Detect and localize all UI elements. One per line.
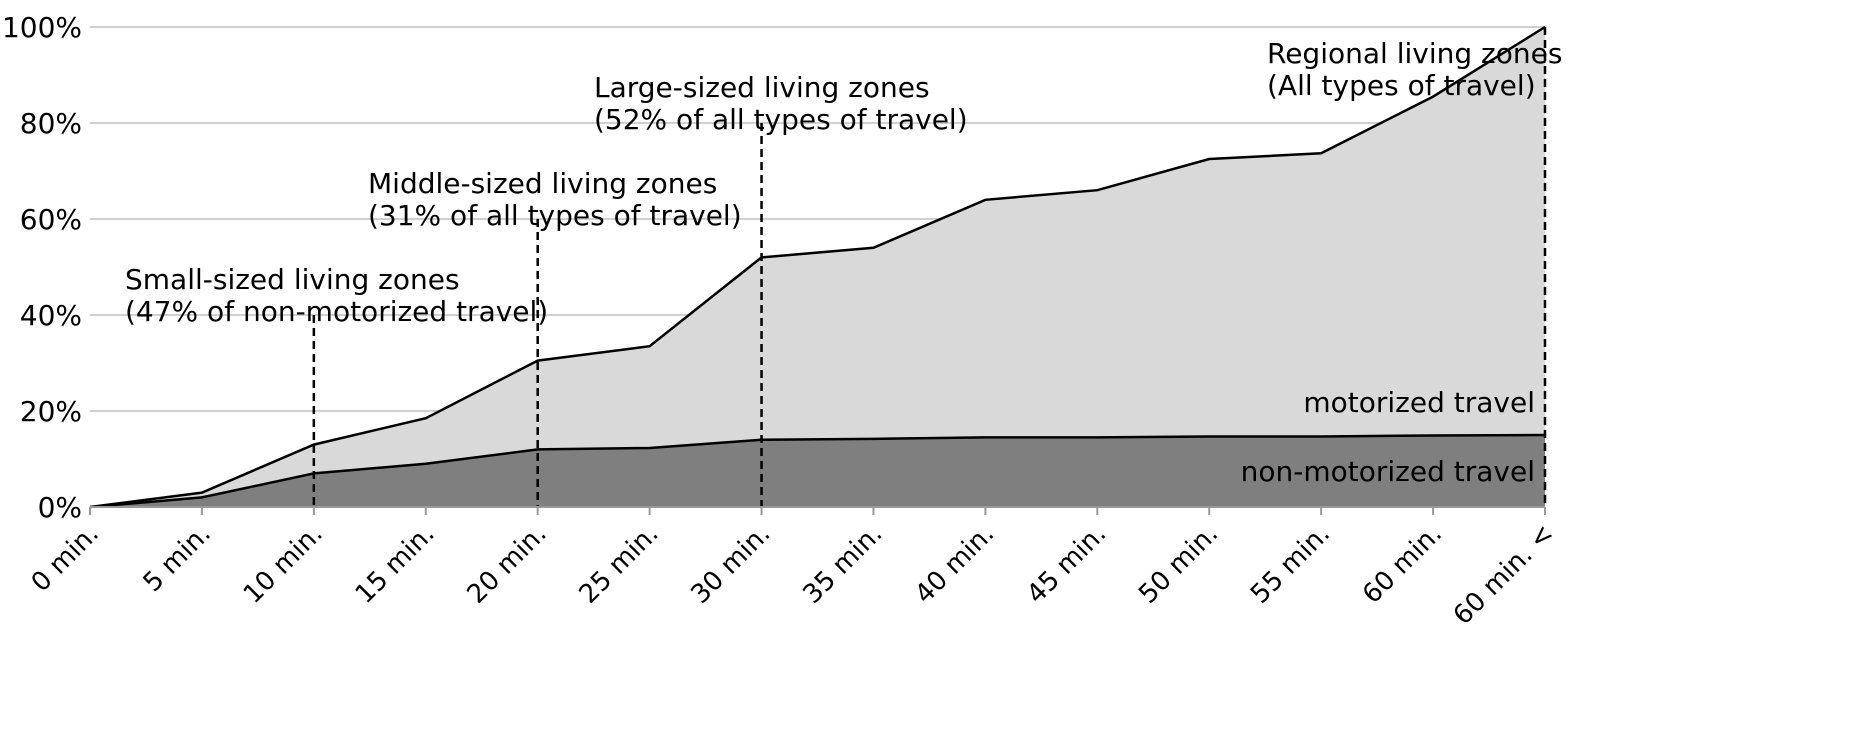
annotation-line: (47% of non-motorized travel) — [125, 295, 548, 328]
y-tick-label: 40% — [20, 299, 82, 332]
y-tick-label: 60% — [20, 203, 82, 236]
y-axis: 0% 20% 40% 60% 80% 100% — [2, 11, 82, 524]
annotation-line: (All types of travel) — [1267, 69, 1536, 102]
annotation-label: Small-sized living zones (47% of non-moto… — [125, 263, 548, 328]
non-motorized-line — [89, 433, 1546, 509]
x-tick-label: 55 min. — [1245, 519, 1336, 610]
annotation-line: Regional living zones — [1267, 37, 1562, 70]
x-tick-label: 15 min. — [350, 519, 441, 610]
y-tick-label: 0% — [38, 491, 82, 524]
x-tick-label: 60 min. — [1357, 519, 1448, 610]
x-axis: 0 min. 5 min. 10 min. 15 min. 20 min. 25 min.… — [26, 506, 1560, 631]
annotation-line: (31% of all types of travel) — [368, 199, 742, 232]
annotation-line: Large-sized living zones — [594, 71, 930, 104]
x-tick-label: 30 min. — [686, 519, 777, 610]
total-line — [89, 25, 1546, 509]
series-labels: motorized travel non-motorized travel — [1241, 386, 1535, 488]
x-tick-label: 10 min. — [238, 519, 329, 610]
x-tick-label: 20 min. — [462, 519, 553, 610]
non-motorized-label: non-motorized travel — [1241, 455, 1535, 488]
annotation-line: Middle-sized living zones — [368, 167, 717, 200]
y-tick-label: 20% — [20, 395, 82, 428]
x-tick-label: 45 min. — [1021, 519, 1112, 610]
x-tick-label: 35 min. — [797, 519, 888, 610]
non-motorized-area — [90, 435, 1545, 507]
x-tick-label: 0 min. — [26, 519, 105, 598]
x-tick-label: 60 min. < — [1448, 519, 1560, 631]
x-tick-label: 5 min. — [138, 519, 217, 598]
x-tick-label: 40 min. — [909, 519, 1000, 610]
annotation-line: (52% of all types of travel) — [594, 103, 968, 136]
annotation-label: Middle-sized living zones (31% of all typ… — [368, 167, 742, 232]
annotation-label: Regional living zones (All types of trave… — [1267, 37, 1562, 102]
motorized-label: motorized travel — [1303, 386, 1535, 419]
motorized-area — [90, 27, 1545, 507]
annotation-line: Small-sized living zones — [125, 263, 460, 296]
reference-lines — [312, 27, 1547, 507]
annotations: Small-sized living zones (47% of non-moto… — [125, 37, 1562, 328]
annotation-label: Large-sized living zones (52% of all type… — [594, 71, 968, 136]
x-tick-label: 50 min. — [1133, 519, 1224, 610]
chart-areas — [89, 25, 1546, 509]
y-tick-label: 80% — [20, 107, 82, 140]
x-tick-label: 25 min. — [574, 519, 665, 610]
y-tick-label: 100% — [2, 11, 82, 44]
